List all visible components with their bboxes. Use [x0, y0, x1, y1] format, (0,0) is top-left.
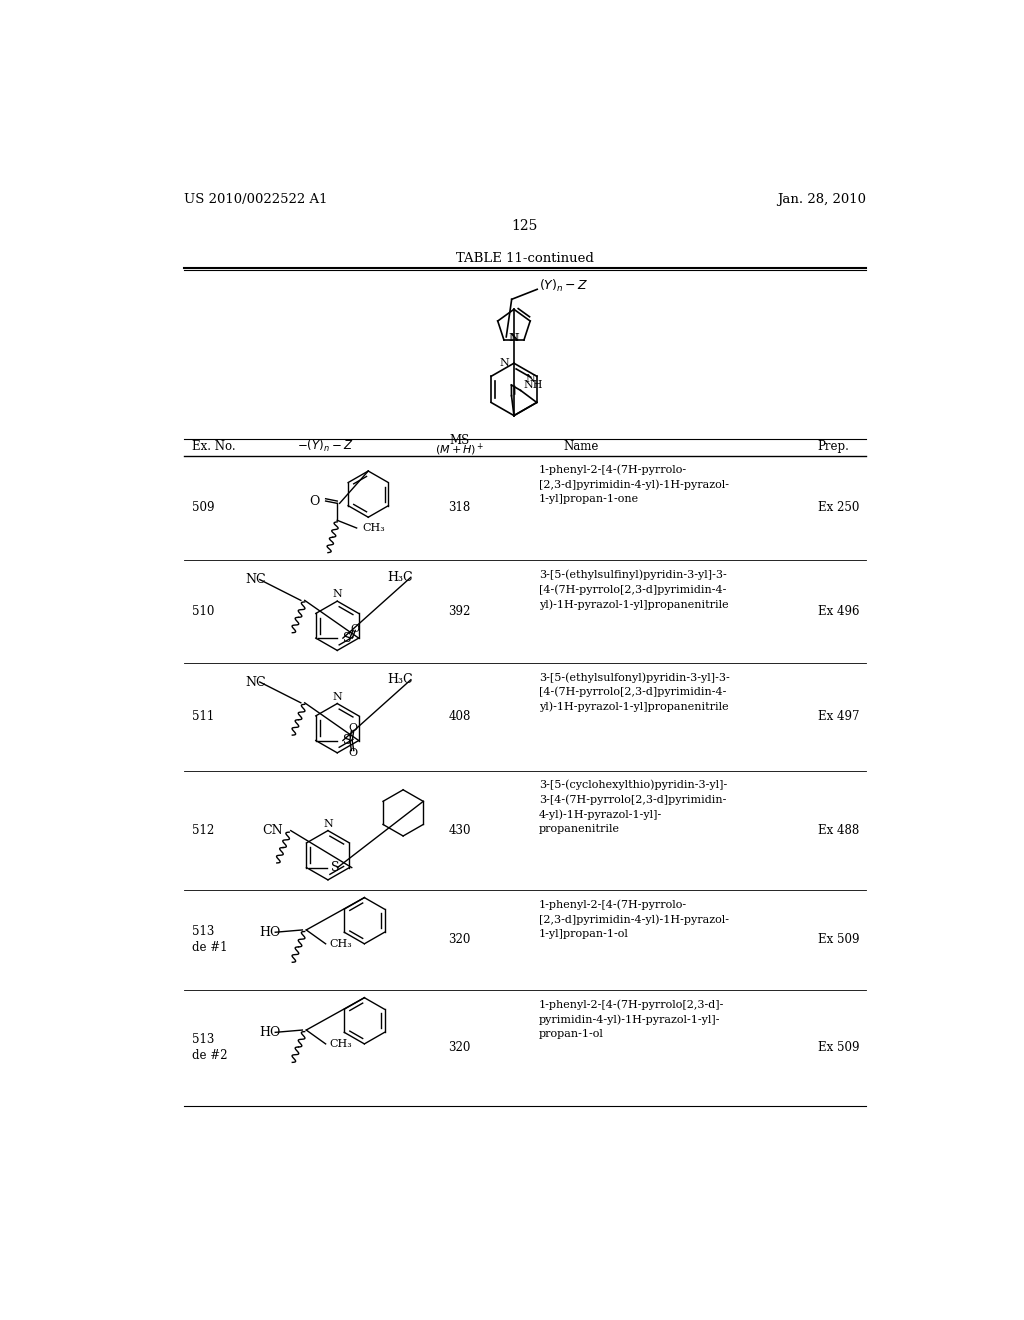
Text: Prep.: Prep. — [818, 440, 850, 453]
Text: CH₃: CH₃ — [330, 1039, 352, 1049]
Text: Ex 496: Ex 496 — [818, 605, 859, 618]
Text: N: N — [333, 589, 342, 599]
Text: Ex. No.: Ex. No. — [191, 440, 236, 453]
Text: N: N — [500, 358, 510, 368]
Text: Name: Name — [563, 440, 599, 453]
Text: 3-[5-(cyclohexylthio)pyridin-3-yl]-
3-[4-(7H-pyrrolo[2,3-d]pyrimidin-
4-yl)-1H-p: 3-[5-(cyclohexylthio)pyridin-3-yl]- 3-[4… — [539, 780, 727, 834]
Text: 513
de #1: 513 de #1 — [191, 925, 227, 954]
Text: $(Y)_n - Z$: $(Y)_n - Z$ — [539, 277, 589, 293]
Text: Ex 497: Ex 497 — [818, 710, 859, 723]
Text: 3-[5-(ethylsulfonyl)pyridin-3-yl]-3-
[4-(7H-pyrrolo[2,3-d]pyrimidin-4-
yl)-1H-py: 3-[5-(ethylsulfonyl)pyridin-3-yl]-3- [4-… — [539, 672, 729, 713]
Text: TABLE 11-continued: TABLE 11-continued — [456, 252, 594, 265]
Text: NC: NC — [246, 676, 266, 689]
Text: 1-phenyl-2-[4-(7H-pyrrolo[2,3-d]-
pyrimidin-4-yl)-1H-pyrazol-1-yl]-
propan-1-ol: 1-phenyl-2-[4-(7H-pyrrolo[2,3-d]- pyrimi… — [539, 999, 724, 1039]
Text: H₃C: H₃C — [388, 673, 414, 686]
Text: 1-phenyl-2-[4-(7H-pyrrolo-
[2,3-d]pyrimidin-4-yl)-1H-pyrazol-
1-yl]propan-1-one: 1-phenyl-2-[4-(7H-pyrrolo- [2,3-d]pyrimi… — [539, 465, 729, 504]
Text: S: S — [343, 631, 351, 644]
Text: HO: HO — [260, 925, 282, 939]
Text: O: O — [348, 748, 357, 758]
Text: 320: 320 — [449, 933, 471, 946]
Text: Ex 488: Ex 488 — [818, 824, 859, 837]
Text: 3-[5-(ethylsulfinyl)pyridin-3-yl]-3-
[4-(7H-pyrrolo[2,3-d]pyrimidin-4-
yl)-1H-py: 3-[5-(ethylsulfinyl)pyridin-3-yl]-3- [4-… — [539, 570, 728, 610]
Text: Ex 250: Ex 250 — [818, 502, 859, 515]
Text: $-(Y)_n-Z$: $-(Y)_n-Z$ — [297, 438, 354, 454]
Text: O: O — [309, 495, 319, 508]
Text: 408: 408 — [449, 710, 471, 723]
Text: CH₃: CH₃ — [330, 939, 352, 949]
Text: N: N — [333, 692, 342, 702]
Text: Ex 509: Ex 509 — [818, 1041, 859, 1055]
Text: S: S — [332, 861, 340, 874]
Text: O: O — [350, 624, 359, 634]
Text: 320: 320 — [449, 1041, 471, 1055]
Text: MS: MS — [450, 434, 470, 446]
Text: N: N — [525, 375, 536, 384]
Text: 513
de #2: 513 de #2 — [191, 1034, 227, 1063]
Text: O: O — [348, 723, 357, 733]
Text: 392: 392 — [449, 605, 471, 618]
Text: CH₃: CH₃ — [362, 523, 385, 533]
Text: N: N — [324, 818, 333, 829]
Text: 1-phenyl-2-[4-(7H-pyrrolo-
[2,3-d]pyrimidin-4-yl)-1H-pyrazol-
1-yl]propan-1-ol: 1-phenyl-2-[4-(7H-pyrrolo- [2,3-d]pyrimi… — [539, 899, 729, 939]
Text: Ex 509: Ex 509 — [818, 933, 859, 946]
Text: 125: 125 — [512, 219, 538, 234]
Text: Jan. 28, 2010: Jan. 28, 2010 — [777, 193, 866, 206]
Text: H₃C: H₃C — [388, 570, 414, 583]
Text: HO: HO — [260, 1026, 282, 1039]
Text: 430: 430 — [449, 824, 471, 837]
Text: US 2010/0022522 A1: US 2010/0022522 A1 — [183, 193, 328, 206]
Text: 512: 512 — [191, 824, 214, 837]
Text: 511: 511 — [191, 710, 214, 723]
Text: N: N — [509, 334, 518, 343]
Text: 318: 318 — [449, 502, 471, 515]
Text: 509: 509 — [191, 502, 214, 515]
Text: 510: 510 — [191, 605, 214, 618]
Text: NH: NH — [524, 380, 544, 389]
Text: S: S — [343, 734, 351, 747]
Text: CN: CN — [262, 824, 283, 837]
Text: NC: NC — [246, 573, 266, 586]
Text: N: N — [509, 334, 519, 343]
Text: $(M + H)^+$: $(M + H)^+$ — [435, 441, 484, 458]
